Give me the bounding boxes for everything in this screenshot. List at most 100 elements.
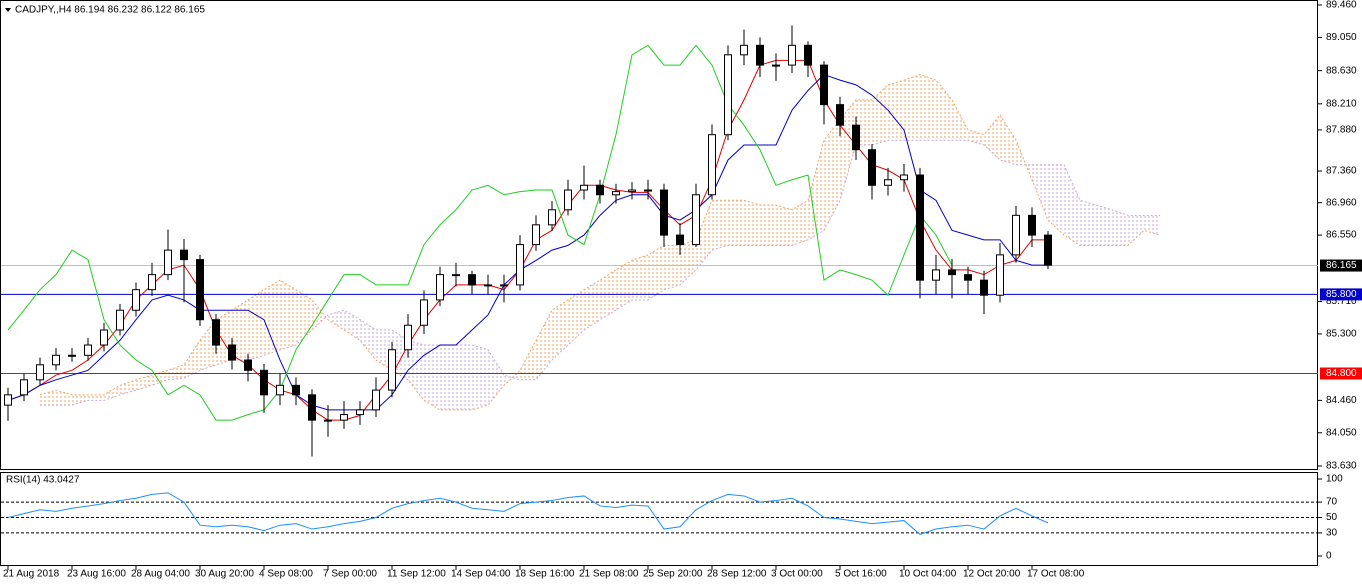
candle-body — [916, 174, 924, 281]
y-tick-label: 85.300 — [1326, 329, 1357, 340]
cloud-segment — [120, 379, 136, 395]
indicator-line — [7, 44, 953, 421]
candle-body — [868, 149, 876, 186]
cloud-segment — [1000, 114, 1016, 165]
candle-body — [676, 234, 684, 246]
candle-body — [692, 194, 700, 246]
candle-body — [324, 419, 332, 422]
x-tick-label: 17 Oct 08:00 — [1027, 569, 1085, 580]
cloud-segment — [1080, 200, 1096, 246]
candle-body — [564, 189, 572, 211]
cloud-segment — [184, 340, 200, 379]
cloud-segment — [568, 289, 584, 346]
candle-body — [372, 389, 380, 411]
candle-body — [660, 189, 668, 236]
candle-body — [260, 369, 268, 396]
candle-body — [884, 179, 892, 186]
candle-body — [644, 189, 652, 192]
cloud-segment — [520, 340, 536, 380]
x-tick-label: 28 Sep 12:00 — [707, 569, 767, 580]
x-tick-label: 11 Sep 12:00 — [387, 569, 446, 580]
candle-body — [804, 44, 812, 66]
candle-body — [100, 329, 108, 346]
cloud-segment — [728, 200, 744, 246]
y-tick-label: 86.550 — [1326, 230, 1357, 241]
candle-body — [1012, 214, 1020, 256]
cloud-segment — [88, 394, 104, 401]
candle-body — [132, 289, 140, 311]
candle-body — [516, 244, 524, 286]
rsi-tick-label: 50 — [1326, 512, 1338, 523]
cloud-segment — [776, 205, 792, 246]
candle-body — [340, 414, 348, 421]
x-tick-label: 5 Oct 16:00 — [835, 569, 887, 580]
cloud-segment — [920, 74, 936, 141]
x-tick-label: 30 Aug 20:00 — [195, 569, 254, 580]
y-tick-label: 84.460 — [1326, 395, 1357, 406]
cloud-segment — [696, 200, 712, 270]
x-tick-label: 21 Aug 2018 — [3, 569, 60, 580]
rsi-tick-label: 100 — [1326, 474, 1343, 485]
candle-body — [612, 191, 620, 196]
candle-body — [84, 344, 92, 356]
cloud-segment — [904, 74, 920, 141]
cloud-segment — [360, 319, 376, 361]
x-tick-label: 21 Sep 08:00 — [579, 569, 639, 580]
candle-body — [228, 344, 236, 361]
candle-body — [244, 359, 252, 371]
candle-body — [276, 384, 284, 396]
candle-body — [36, 364, 44, 381]
cloud-segment — [280, 280, 296, 350]
rsi-tick-label: 30 — [1326, 528, 1338, 539]
y-tick-label: 89.050 — [1326, 32, 1357, 43]
cloud-segment — [616, 260, 632, 311]
cloud-segment — [760, 205, 776, 246]
cloud-segment — [584, 280, 600, 330]
cloud-segment — [648, 245, 664, 300]
x-tick-label: 4 Sep 08:00 — [259, 569, 313, 580]
candle-body — [164, 249, 172, 276]
cloud-segment — [1048, 164, 1064, 236]
candle-body — [452, 274, 460, 277]
x-tick-label: 3 Oct 00:00 — [771, 569, 823, 580]
cloud-segment — [248, 289, 264, 361]
cloud-segment — [1064, 164, 1080, 246]
candle-body — [212, 319, 220, 346]
candle-body — [68, 354, 76, 357]
title-marker — [5, 8, 11, 12]
cloud-segment — [744, 200, 760, 246]
y-tick-label: 86.960 — [1326, 197, 1357, 208]
cloud-segment — [312, 299, 328, 330]
candle-body — [1028, 214, 1036, 236]
candle-body — [484, 284, 492, 287]
chart-title: CADJPY,,H4 86.194 86.232 86.122 86.165 — [15, 5, 205, 16]
cloud-segment — [104, 385, 120, 401]
candle-body — [420, 299, 428, 326]
cloud-segment — [680, 239, 696, 285]
candle-body — [756, 44, 764, 66]
candle-body — [836, 104, 844, 126]
cloud-segment — [72, 394, 88, 406]
cloud-segment — [1128, 215, 1144, 246]
candle-body — [724, 54, 732, 136]
x-tick-label: 12 Oct 20:00 — [963, 569, 1021, 580]
cloud-segment — [888, 80, 904, 141]
cloud-segment — [824, 119, 840, 231]
y-tick-label: 87.360 — [1326, 166, 1357, 177]
candle-body — [852, 124, 860, 151]
rsi-line — [7, 492, 1049, 536]
cloud-segment — [632, 254, 648, 300]
last-price-box — [1320, 259, 1362, 272]
x-tick-label: 25 Sep 20:00 — [643, 569, 703, 580]
y-tick-label: 85.710 — [1326, 296, 1357, 307]
candle-body — [932, 269, 940, 281]
candle-body — [1044, 234, 1052, 266]
cloud-segment — [712, 200, 728, 251]
level-label: 84.800 — [1326, 368, 1357, 379]
cloud-segment — [808, 140, 824, 240]
candle-body — [292, 384, 300, 396]
cloud-segment — [440, 345, 456, 410]
candle-body — [772, 64, 780, 67]
